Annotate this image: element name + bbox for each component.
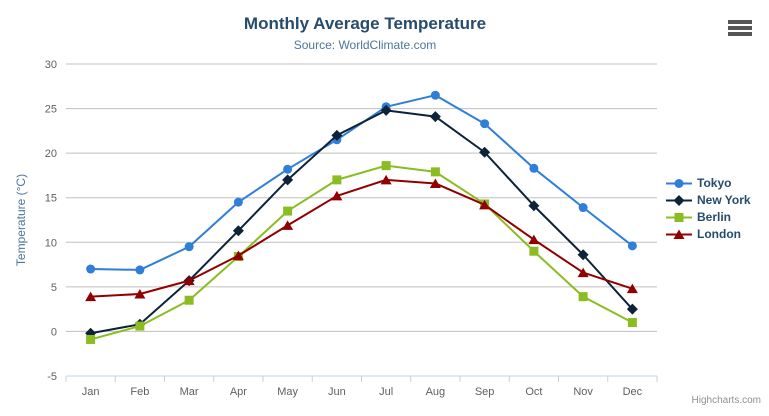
legend-marker-circle: [666, 178, 692, 188]
chart-title: Monthly Average Temperature: [243, 14, 487, 33]
point-tokyo-mar[interactable]: [184, 242, 194, 252]
point-new-york-aug[interactable]: [429, 111, 441, 123]
point-london-may[interactable]: [282, 220, 294, 230]
x-axis-tick-label: Jan: [82, 386, 100, 398]
point-london-feb[interactable]: [134, 288, 146, 299]
point-london-sep[interactable]: [479, 199, 491, 210]
x-axis-tick-label: Nov: [573, 386, 593, 398]
series-line-london[interactable]: [90, 178, 633, 298]
y-axis-tick-label: 0: [51, 326, 57, 338]
y-axis-tick-label: -5: [47, 371, 57, 383]
point-new-york-oct[interactable]: [528, 200, 540, 212]
x-axis-tick-label: May: [277, 386, 298, 398]
point-tokyo-apr[interactable]: [233, 197, 243, 207]
x-axis-tick-label: Apr: [230, 386, 247, 398]
point-new-york-jul[interactable]: [380, 104, 392, 116]
point-tokyo-oct[interactable]: [529, 163, 539, 173]
y-axis-tick-label: 10: [45, 237, 57, 249]
point-london-jun[interactable]: [331, 190, 343, 201]
point-berlin-jan[interactable]: [86, 334, 96, 344]
chart-subtitle: Source: WorldClimate.com: [293, 38, 437, 52]
x-axis-tick-label: Feb: [130, 386, 149, 398]
legend-marker-square: [666, 212, 692, 222]
point-tokyo-dec[interactable]: [627, 241, 637, 251]
point-london-dec[interactable]: [626, 283, 638, 294]
legend-item-new-york[interactable]: New York: [666, 193, 751, 207]
y-axis-tick-label: 20: [45, 148, 57, 160]
series-new-york[interactable]: [85, 104, 638, 339]
x-axis-tick-label: Dec: [623, 386, 643, 398]
x-axis-tick-label: Aug: [426, 386, 446, 398]
point-berlin-jun[interactable]: [332, 175, 342, 185]
point-berlin-nov[interactable]: [578, 292, 588, 302]
series-line-tokyo[interactable]: [90, 94, 633, 271]
y-axis-tick-label: 15: [45, 193, 57, 205]
point-tokyo-nov[interactable]: [578, 203, 588, 213]
point-london-jan[interactable]: [85, 291, 97, 302]
y-axis-title: Temperature (°C): [14, 174, 28, 266]
point-berlin-mar[interactable]: [184, 295, 194, 305]
point-tokyo-may[interactable]: [283, 164, 293, 174]
point-tokyo-feb[interactable]: [135, 265, 145, 275]
legend-label: Tokyo: [697, 176, 732, 190]
point-tokyo-jan[interactable]: [86, 264, 96, 274]
x-axis-tick-label: Jun: [328, 386, 346, 398]
legend-item-berlin[interactable]: Berlin: [666, 210, 751, 224]
y-axis-tick-label: 5: [51, 282, 57, 294]
series-london[interactable]: [85, 174, 638, 302]
point-london-nov[interactable]: [577, 267, 589, 278]
point-tokyo-aug[interactable]: [430, 90, 440, 100]
legend: Tokyo New York Berlin London: [666, 176, 751, 244]
y-axis-tick-label: 30: [45, 59, 57, 71]
point-new-york-jun[interactable]: [331, 129, 343, 141]
point-new-york-may[interactable]: [282, 174, 294, 186]
x-axis-tick-label: Jul: [379, 386, 393, 398]
point-berlin-jul[interactable]: [381, 161, 391, 171]
point-tokyo-sep[interactable]: [480, 119, 490, 129]
series-line-new-york[interactable]: [90, 109, 634, 335]
y-axis-tick-label: 25: [45, 104, 57, 116]
legend-label: London: [697, 227, 741, 241]
x-axis-tick-label: Sep: [475, 386, 495, 398]
legend-item-tokyo[interactable]: Tokyo: [666, 176, 751, 190]
x-axis-tick-label: Oct: [525, 386, 542, 398]
point-new-york-nov[interactable]: [577, 249, 589, 261]
point-berlin-dec[interactable]: [627, 318, 637, 328]
point-berlin-aug[interactable]: [430, 167, 440, 177]
point-berlin-feb[interactable]: [135, 321, 145, 331]
series-line-berlin[interactable]: [90, 164, 633, 341]
series-tokyo[interactable]: [86, 90, 637, 275]
point-berlin-may[interactable]: [283, 206, 293, 216]
legend-marker-triangle: [666, 229, 692, 239]
point-london-oct[interactable]: [528, 234, 540, 245]
legend-label: Berlin: [697, 210, 732, 224]
x-axis-tick-label: Mar: [180, 386, 199, 398]
legend-marker-diamond: [666, 194, 692, 206]
export-menu-button[interactable]: [722, 16, 758, 42]
point-new-york-dec[interactable]: [626, 303, 638, 315]
point-london-mar[interactable]: [183, 275, 195, 286]
point-london-apr[interactable]: [232, 250, 244, 261]
point-new-york-apr[interactable]: [232, 225, 244, 237]
point-london-aug[interactable]: [429, 178, 441, 188]
point-berlin-oct[interactable]: [529, 246, 539, 256]
hamburger-icon: [728, 20, 752, 36]
legend-label: New York: [697, 193, 751, 207]
point-london-jul[interactable]: [380, 174, 392, 185]
credits-link[interactable]: Highcharts.com: [691, 395, 761, 406]
point-new-york-sep[interactable]: [479, 146, 491, 158]
legend-item-london[interactable]: London: [666, 227, 751, 241]
